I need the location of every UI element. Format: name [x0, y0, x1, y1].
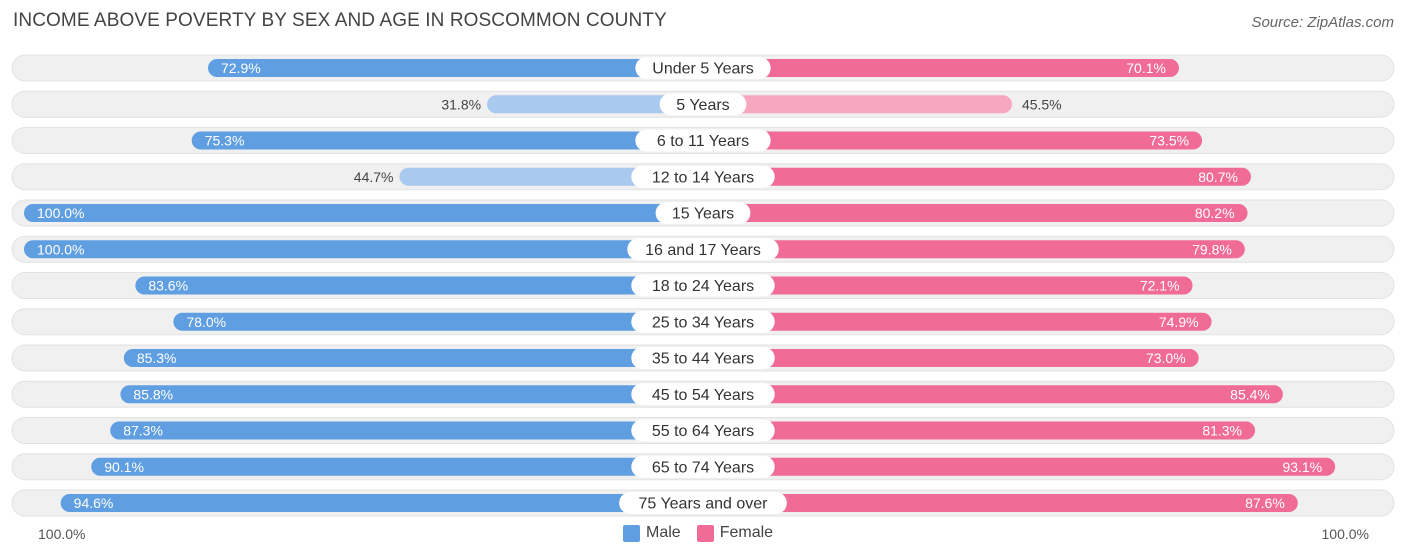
bar-female — [703, 421, 1256, 440]
bar-male — [191, 131, 703, 150]
bar-female — [703, 167, 1251, 186]
legend-swatch-male — [623, 524, 640, 542]
data-label-male: 31.8% — [441, 96, 481, 112]
data-label-female: 79.8% — [1192, 241, 1232, 257]
bar-male — [91, 457, 703, 476]
data-label-female: 80.2% — [1195, 205, 1235, 221]
category-pill — [631, 419, 775, 442]
category-label: 45 to 54 Years — [652, 387, 754, 404]
category-pill — [635, 129, 771, 152]
category-label: 6 to 11 Years — [657, 133, 749, 150]
data-label-female: 93.1% — [1282, 459, 1322, 475]
data-label-male: 72.9% — [221, 60, 261, 76]
source-label: Source: ZipAtlas.com — [1251, 14, 1394, 31]
category-label: 25 to 34 Years — [652, 314, 754, 331]
category-pill — [659, 93, 747, 116]
legend-item-male: Male — [623, 524, 681, 542]
legend-label-female: Female — [719, 524, 774, 541]
axis-left-label: 100.0% — [38, 526, 86, 542]
legend-label-male: Male — [646, 524, 681, 541]
category-pill — [631, 383, 775, 406]
bar-male — [487, 95, 703, 114]
category-label: 55 to 64 Years — [652, 423, 754, 440]
bar-female — [703, 494, 1298, 512]
bar-female — [703, 457, 1336, 476]
bar-male — [110, 421, 703, 440]
data-label-female: 45.5% — [1022, 96, 1062, 112]
category-label: 15 Years — [672, 206, 734, 223]
legend-item-female: Female — [696, 524, 774, 542]
category-label: 12 to 14 Years — [652, 169, 754, 186]
category-pill — [655, 202, 751, 224]
data-label-male: 44.7% — [354, 169, 394, 185]
category-pill — [631, 165, 775, 188]
category-label: 75 Years and over — [639, 496, 769, 513]
data-label-male: 85.3% — [137, 350, 177, 366]
category-pill — [631, 347, 775, 369]
category-pill — [631, 310, 775, 333]
category-label: 35 to 44 Years — [652, 351, 754, 368]
data-label-male: 100.0% — [37, 241, 84, 257]
data-label-female: 73.0% — [1146, 350, 1186, 366]
data-label-female: 80.7% — [1198, 169, 1238, 185]
data-label-female: 73.5% — [1149, 133, 1189, 149]
bar-male — [24, 240, 703, 259]
bar-female — [703, 204, 1248, 222]
bar-male — [135, 276, 703, 295]
data-label-female: 81.3% — [1202, 423, 1242, 439]
data-label-male: 85.8% — [133, 386, 173, 402]
data-label-male: 78.0% — [186, 314, 226, 330]
legend: Male Female — [623, 524, 789, 542]
data-label-male: 83.6% — [148, 278, 188, 294]
bar-male — [208, 59, 703, 77]
data-label-male: 75.3% — [205, 133, 245, 149]
category-label: Under 5 Years — [652, 61, 753, 78]
category-label: 65 to 74 Years — [652, 459, 754, 476]
category-pill — [631, 274, 775, 297]
category-pill — [627, 238, 779, 261]
category-label: 16 and 17 Years — [645, 242, 761, 259]
bar-female — [703, 59, 1179, 77]
chart-title: INCOME ABOVE POVERTY BY SEX AND AGE IN R… — [13, 10, 667, 31]
data-label-female: 74.9% — [1159, 314, 1199, 330]
data-label-female: 72.1% — [1140, 278, 1180, 294]
bar-male — [399, 167, 703, 186]
category-pill — [635, 57, 771, 79]
bar-female — [703, 276, 1193, 295]
data-label-female: 70.1% — [1126, 60, 1166, 76]
bar-male — [173, 312, 703, 331]
bar-female — [703, 95, 1012, 114]
data-label-female: 87.6% — [1245, 495, 1285, 511]
category-label: 5 Years — [676, 97, 729, 114]
data-label-male: 90.1% — [104, 459, 144, 475]
bar-female — [703, 385, 1283, 404]
data-label-male: 94.6% — [74, 495, 114, 511]
category-pill — [631, 455, 775, 478]
bar-male — [120, 385, 704, 404]
bar-female — [703, 240, 1245, 259]
data-label-male: 87.3% — [123, 423, 163, 439]
category-pill — [619, 492, 787, 514]
category-label: 18 to 24 Years — [652, 278, 754, 295]
bar-male — [60, 494, 703, 512]
data-label-female: 85.4% — [1230, 386, 1270, 402]
diverging-bar-chart: 72.9% 70.1% Under 5 Years 31.8% 45.5% 5 Years… — [11, 54, 1395, 517]
bar-female — [703, 312, 1212, 331]
bar-female — [703, 349, 1199, 367]
bar-female — [703, 131, 1203, 150]
data-label-male: 100.0% — [37, 205, 84, 221]
bar-male — [24, 204, 703, 222]
bar-male — [123, 349, 704, 367]
axis-right-label: 100.0% — [1321, 526, 1369, 542]
legend-swatch-female — [696, 524, 714, 542]
